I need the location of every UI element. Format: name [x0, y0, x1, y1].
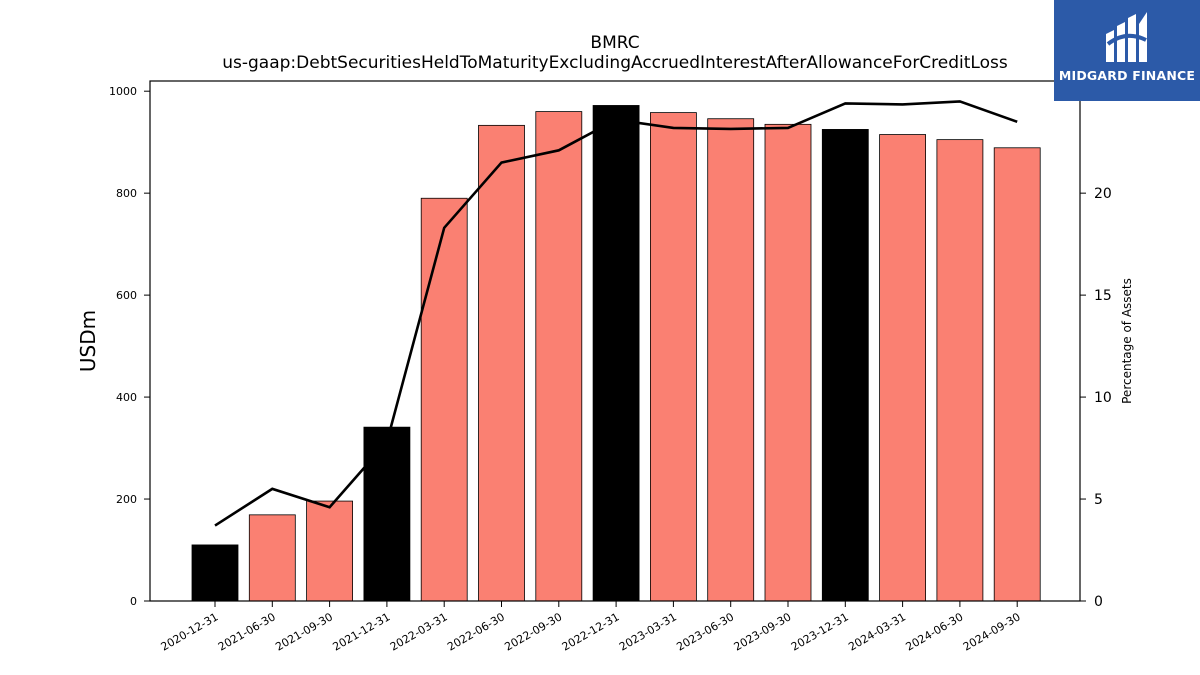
y-tick-label: 0: [130, 595, 137, 608]
x-tick-label: 2021-12-31: [331, 610, 393, 653]
bar-2024-09-30: [993, 147, 1041, 602]
x-tick-label: 2022-06-30: [445, 610, 507, 653]
chart-subtitle: us-gaap:DebtSecuritiesHeldToMaturityExcl…: [222, 53, 1008, 73]
bar-2022-12-31: [592, 105, 640, 602]
y2-tick-label: 15: [1094, 288, 1112, 304]
x-tick-label: 2023-03-31: [617, 610, 679, 653]
line-percentage-of-assets: [214, 100, 1018, 527]
bar-2021-12-31: [363, 426, 411, 602]
bar-2021-09-30: [306, 500, 354, 602]
y-tick-label: 600: [116, 289, 137, 302]
y-tick-label: 400: [116, 391, 137, 404]
bar-2021-06-30: [248, 514, 296, 602]
x-tick-label: 2020-12-31: [159, 610, 221, 653]
x-tick-label: 2024-06-30: [904, 610, 966, 653]
y2-tick-label: 0: [1094, 594, 1103, 610]
x-axis: 2020-12-312021-06-302021-09-302021-12-31…: [159, 601, 1023, 654]
bars-group: [191, 105, 1041, 602]
x-tick-label: 2023-12-31: [789, 610, 851, 653]
y-tick-label: 800: [116, 187, 137, 200]
midgard-finance-logo: MIDGARD FINANCE: [1054, 0, 1200, 101]
logo-text: MIDGARD FINANCE: [1058, 68, 1196, 83]
plot-frame: [149, 80, 1081, 602]
x-tick-label: 2022-12-31: [560, 610, 622, 653]
y-axis-left: 0 200 400 600 800 1000: [109, 85, 150, 608]
y2-tick-label: 5: [1094, 492, 1103, 508]
bar-2022-03-31: [420, 197, 468, 602]
chart-title: BMRC: [590, 33, 639, 53]
bar-2023-12-31: [821, 129, 869, 602]
line-group: [214, 100, 1018, 527]
bar-2024-06-30: [936, 139, 984, 602]
bar-2022-06-30: [478, 124, 525, 602]
bar-2024-03-31: [879, 134, 926, 602]
bar-2023-06-30: [707, 118, 755, 602]
y2-tick-label: 10: [1094, 390, 1112, 406]
x-tick-label: 2021-06-30: [216, 610, 278, 653]
y-axis-right: 0 5 10 15 20: [1080, 186, 1112, 610]
bar-2020-12-31: [191, 544, 239, 602]
x-tick-label: 2022-03-31: [388, 610, 450, 653]
y-axis-right-label: Percentage of Assets: [1120, 278, 1134, 404]
x-tick-label: 2024-09-30: [961, 610, 1023, 653]
x-tick-label: 2023-06-30: [674, 610, 736, 653]
x-tick-label: 2023-09-30: [732, 610, 794, 653]
bar-2023-09-30: [764, 123, 812, 602]
y2-tick-label: 20: [1094, 186, 1112, 202]
bar-2023-03-31: [650, 112, 697, 602]
y-tick-label: 200: [116, 493, 137, 506]
y-axis-left-label: USDm: [76, 310, 100, 372]
x-tick-label: 2024-03-31: [846, 610, 908, 653]
x-tick-label: 2022-09-30: [502, 610, 564, 653]
bar-2022-09-30: [535, 111, 583, 602]
x-tick-label: 2021-09-30: [273, 610, 335, 653]
y-tick-label: 1000: [109, 85, 137, 98]
midgard-logo-icon: [1106, 12, 1147, 62]
